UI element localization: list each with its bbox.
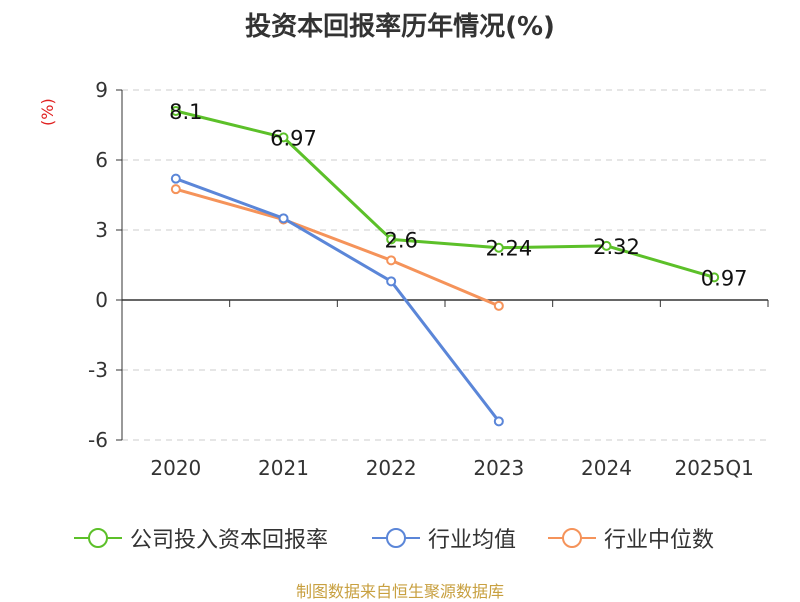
data-point[interactable] xyxy=(278,132,289,143)
legend: 公司投入资本回报率 行业均值 行业中位数 xyxy=(0,518,800,558)
data-point[interactable] xyxy=(170,106,181,116)
data-source-note: 制图数据来自恒生聚源数据库 xyxy=(295,582,504,601)
data-label: 2.24 xyxy=(485,237,532,261)
data-point[interactable] xyxy=(386,234,397,245)
data-point[interactable] xyxy=(493,416,504,427)
data-point[interactable] xyxy=(386,276,397,287)
y-tick-label: 3 xyxy=(95,218,108,242)
data-label: 8.1 xyxy=(169,100,202,124)
legend-label-company: 公司投入资本回报率 xyxy=(130,528,329,553)
x-tick-label: 2025Q1 xyxy=(674,456,753,480)
data-point[interactable] xyxy=(493,242,504,253)
legend-label-industry-mean: 行业均值 xyxy=(428,528,517,553)
x-tick-label: 2022 xyxy=(366,456,417,480)
axes: 9 6 3 0 -3 -6 2020 2021 2022 2023 2024 2025Q1 xyxy=(88,78,769,480)
y-tick-label: -3 xyxy=(88,358,108,382)
data-point[interactable] xyxy=(493,300,504,311)
data-point[interactable] xyxy=(601,240,612,251)
data-point[interactable] xyxy=(170,184,181,195)
legend-item-industry-mean[interactable]: 行业均值 xyxy=(370,518,516,558)
series-line xyxy=(175,187,500,308)
data-label: 0.97 xyxy=(701,266,748,290)
legend-item-industry-median[interactable]: 行业中位数 xyxy=(546,518,714,558)
legend-label-industry-median: 行业中位数 xyxy=(604,528,715,553)
x-tick-label: 2024 xyxy=(581,456,632,480)
series-lines xyxy=(170,106,720,427)
y-tick-label: 6 xyxy=(95,148,108,172)
data-label: 2.32 xyxy=(593,235,640,259)
data-label: 6.97 xyxy=(270,126,317,150)
legend-marker-company xyxy=(74,528,122,548)
legend-marker-industry-median xyxy=(548,528,596,548)
x-tick-label: 2020 xyxy=(150,456,201,480)
data-point[interactable] xyxy=(386,255,397,266)
x-tick-label: 2021 xyxy=(258,456,309,480)
x-tick-label: 2023 xyxy=(473,456,524,480)
y-tick-label: 9 xyxy=(95,78,108,102)
data-label: 2.6 xyxy=(384,228,417,252)
data-labels: 8.1 6.97 2.6 2.24 2.32 0.97 xyxy=(169,100,747,290)
series-line xyxy=(175,109,715,279)
chart-title: 投资本回报率历年情况(%) xyxy=(245,12,555,42)
data-point[interactable] xyxy=(170,173,181,184)
legend-item-company[interactable]: 公司投入资本回报率 xyxy=(72,518,328,558)
data-point[interactable] xyxy=(709,272,720,283)
legend-marker-industry-mean xyxy=(372,528,420,548)
y-tick-label: -6 xyxy=(88,428,108,452)
line-chart: 9 6 3 0 -3 -6 2020 2021 2022 2023 2024 2025Q1 8.1 6.… xyxy=(88,78,769,480)
y-tick-label: 0 xyxy=(95,288,108,312)
series-line xyxy=(175,177,501,423)
data-point[interactable] xyxy=(278,213,289,224)
